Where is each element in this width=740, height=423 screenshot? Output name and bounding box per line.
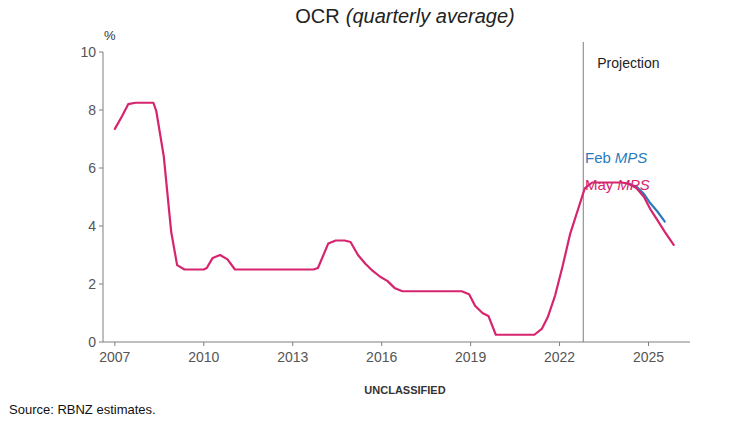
y-tick-label: 2 — [88, 276, 96, 292]
series-label-part: May — [585, 176, 614, 193]
chart: OCR (quarterly average)% 0 2 4 6 8 10 2007 2010 20… — [0, 0, 740, 423]
series-line — [115, 103, 674, 335]
y-tick-label: 10 — [80, 44, 96, 60]
x-tick-label: 2013 — [277, 349, 308, 365]
x-tick — [648, 342, 649, 346]
title: OCR (quarterly average) — [295, 5, 514, 27]
y-tick — [99, 52, 103, 53]
y-tick — [99, 168, 103, 169]
y-tick-label: 8 — [88, 102, 96, 118]
x-tick-label: 2007 — [99, 349, 130, 365]
x-tick-label: 2022 — [544, 349, 575, 365]
y-tick — [99, 284, 103, 285]
x-tick-label: 2019 — [455, 349, 486, 365]
source: Source: RBNZ estimates. — [9, 402, 156, 417]
projection-label: Projection — [597, 55, 659, 71]
y-tick-label: 0 — [88, 334, 96, 350]
y-tick — [99, 226, 103, 227]
x-tick-label: 2025 — [633, 349, 664, 365]
y-tick — [99, 110, 103, 111]
subtitle: (quarterly average) — [346, 5, 515, 27]
title-main: OCR — [295, 5, 339, 27]
x-tick — [559, 342, 560, 346]
x-tick-label: 2010 — [188, 349, 219, 365]
x-tick — [114, 342, 115, 346]
x-tick — [381, 342, 382, 346]
y-tick-label: 6 — [88, 160, 96, 176]
x-tick — [203, 342, 204, 346]
y-axis — [103, 52, 104, 342]
series-label-part: MPS — [615, 149, 648, 166]
x-axis — [103, 342, 690, 343]
series-label-part: MPS — [617, 176, 650, 193]
y-label: % — [104, 28, 116, 43]
x-tick — [292, 342, 293, 346]
lines — [115, 103, 674, 335]
series-label-part: Feb — [585, 149, 611, 166]
series-label: FebMPS — [585, 149, 647, 166]
y-tick — [99, 342, 103, 343]
series-label: MayMPS — [585, 176, 650, 193]
y-tick-label: 4 — [88, 218, 96, 234]
x-tick — [470, 342, 471, 346]
x-tick-label: 2016 — [366, 349, 397, 365]
x-label: UNCLASSIFIED — [364, 384, 445, 396]
